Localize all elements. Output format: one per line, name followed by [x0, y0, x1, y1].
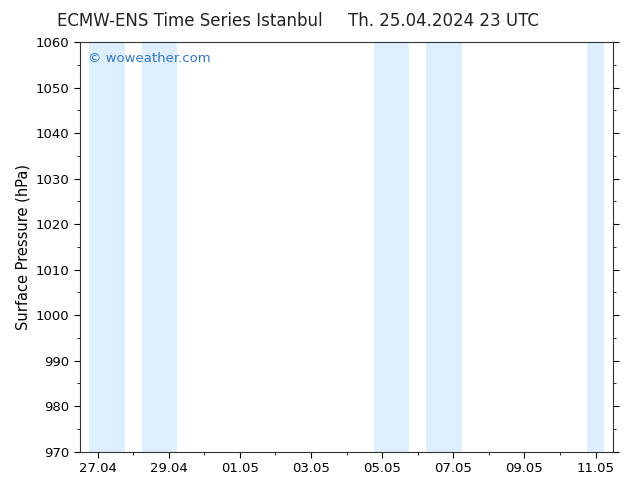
- Bar: [587, 42, 604, 452]
- Y-axis label: Surface Pressure (hPa): Surface Pressure (hPa): [15, 164, 30, 330]
- Text: © woweather.com: © woweather.com: [87, 52, 210, 65]
- Text: ECMW-ENS Time Series Istanbul: ECMW-ENS Time Series Istanbul: [58, 12, 323, 30]
- Bar: [89, 42, 124, 452]
- Bar: [426, 42, 462, 452]
- Bar: [141, 42, 178, 452]
- Bar: [373, 42, 409, 452]
- Text: Th. 25.04.2024 23 UTC: Th. 25.04.2024 23 UTC: [348, 12, 540, 30]
